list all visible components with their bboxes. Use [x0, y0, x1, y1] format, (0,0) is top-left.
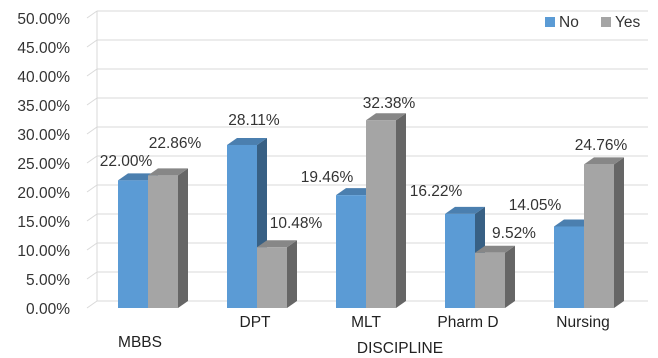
legend: No Yes	[545, 14, 641, 31]
y-tick-label: 25.00%	[17, 156, 70, 173]
gridline-side	[86, 97, 98, 106]
y-tick-label: 5.00%	[26, 272, 70, 289]
bar-top	[366, 113, 406, 121]
gridline-side	[86, 213, 98, 222]
data-label: 22.00%	[100, 153, 153, 170]
bar-top	[584, 157, 624, 165]
bar-front	[445, 213, 475, 308]
bar-front	[336, 195, 366, 308]
y-tick-label: 40.00%	[17, 69, 70, 86]
bar-yes-pharm-d	[475, 245, 515, 308]
data-label: 16.22%	[410, 183, 463, 200]
bar-yes-mlt	[366, 113, 406, 308]
bar-side	[396, 113, 406, 308]
data-label: 22.86%	[149, 135, 202, 152]
bar-front	[554, 226, 584, 308]
x-axis: MBBS DPT MLT Pharm D Nursing	[118, 314, 610, 351]
data-label: 10.48%	[270, 215, 323, 232]
gridline-side	[86, 271, 98, 280]
gridline-side	[86, 300, 98, 309]
data-label: 19.46%	[301, 169, 354, 186]
legend-swatch-no	[545, 17, 555, 27]
y-tick-label: 10.00%	[17, 243, 70, 260]
bar-top	[148, 168, 188, 176]
bar-top	[227, 137, 267, 145]
data-label: 28.11%	[228, 112, 280, 129]
bar-front	[475, 252, 505, 308]
x-tick-label: Nursing	[556, 314, 609, 331]
x-tick-label: Pharm D	[437, 314, 498, 331]
bar-side	[505, 245, 515, 308]
bar-yes-nursing	[584, 157, 624, 308]
bar-top	[257, 240, 297, 248]
gridline-side	[86, 155, 98, 164]
y-tick-label: 45.00%	[17, 40, 70, 57]
y-axis: 0.00% 5.00% 10.00% 15.00% 20.00% 25.00% 30.00%…	[17, 11, 70, 318]
bar-top	[475, 245, 515, 253]
gridline-side	[86, 126, 98, 135]
y-tick-label: 20.00%	[17, 185, 70, 202]
legend-label-yes: Yes	[615, 14, 641, 31]
bar-front	[227, 144, 257, 308]
bar-top	[445, 206, 485, 214]
gridline-side	[86, 68, 98, 77]
bar-yes-mbbs	[148, 168, 188, 308]
gridline-side	[86, 242, 98, 251]
y-tick-label: 30.00%	[17, 127, 70, 144]
bar-front	[118, 180, 148, 308]
data-label: 24.76%	[575, 137, 628, 154]
x-tick-label: MBBS	[118, 334, 162, 351]
data-label: 14.05%	[509, 197, 562, 214]
bar-front	[148, 175, 178, 308]
x-tick-label: DPT	[240, 314, 272, 331]
y-tick-label: 15.00%	[17, 214, 70, 231]
bars	[118, 113, 624, 308]
data-label: 32.38%	[363, 95, 416, 112]
data-label: 9.52%	[492, 225, 536, 242]
bar-front	[257, 247, 287, 308]
bar-side	[287, 240, 297, 308]
y-tick-label: 35.00%	[17, 98, 70, 115]
bar-front	[584, 164, 614, 308]
legend-swatch-yes	[601, 17, 611, 27]
bar-side	[614, 157, 624, 308]
legend-label-no: No	[559, 14, 579, 31]
bar-side	[178, 168, 188, 308]
y-tick-label: 50.00%	[17, 11, 70, 28]
y-tick-label: 0.00%	[26, 301, 70, 318]
x-axis-title: DISCIPLINE	[357, 340, 443, 357]
gridline-side	[86, 10, 98, 19]
x-tick-label: MLT	[351, 314, 381, 331]
bar-yes-dpt	[257, 240, 297, 308]
data-labels: 22.00%22.86% 28.11% 10.48% 19.46% 32.38% 16.2…	[100, 95, 628, 242]
bar-front	[366, 120, 396, 308]
gridline-side	[86, 184, 98, 193]
gridline-side	[86, 39, 98, 48]
